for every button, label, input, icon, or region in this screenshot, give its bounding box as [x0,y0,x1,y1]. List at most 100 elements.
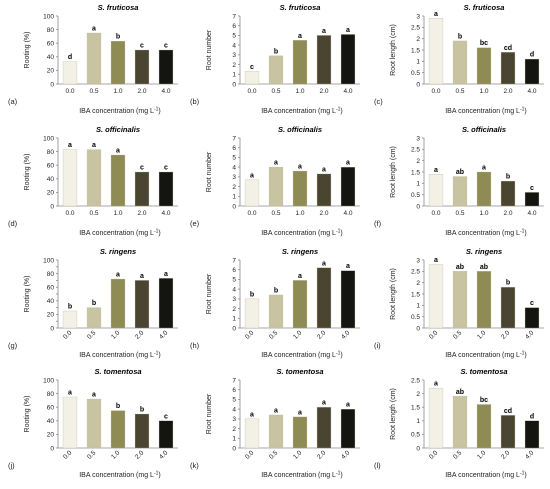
chart-panel-b: S. fruticosa 0 1 2 3 4 5 6 7 c 0.0 b 0.5 a 1.0 a 2.0 a 4.0… [190,3,360,115]
significance-letter: a [68,390,72,397]
bar [500,415,516,449]
x-tick-label: 1.0 [292,329,304,341]
bar [340,408,356,449]
significance-letter: a [298,164,302,171]
chart-title: S. tomentosa [460,367,507,376]
y-tick-label: 7 [232,377,236,384]
y-tick-label: 0 [50,325,54,332]
panel-label: (f) [374,219,382,228]
y-tick-label: 20 [47,432,55,439]
y-tick-label: 2.5 [411,147,420,154]
x-axis-label-end: ) [340,472,342,479]
significance-letter: b [250,291,254,298]
x-tick-label: 4.0 [524,449,536,461]
chart-title: S. fruticosa [464,3,505,12]
panel-label: (a) [8,97,18,106]
bar [316,35,332,85]
significance-letter: a [322,400,326,407]
significance-letter: c [250,64,254,71]
bar [524,58,540,85]
x-tick-label: 2.0 [319,88,328,95]
y-tick-label: 5 [232,155,236,162]
x-axis-label-superscript: -1 [520,229,525,235]
significance-letter: a [116,148,120,155]
y-tick-label: 4 [232,406,236,413]
x-axis-label-end: ) [524,230,526,237]
x-tick-label: 0.0 [247,210,256,217]
significance-letter: cd [504,45,512,52]
x-axis-label-superscript: -1 [520,351,525,357]
bar [244,298,260,329]
bar [316,267,332,329]
x-tick-label: 2.0 [316,449,328,461]
y-tick-label: 2 [232,426,236,433]
bar [524,420,540,449]
y-tick-label: 2 [416,36,420,43]
y-axis-label: Rooting (%) [24,32,31,69]
bar [86,398,102,449]
bar [110,41,126,85]
significance-letter: c [140,43,144,50]
significance-letter: b [116,34,120,41]
y-tick-label: 7 [232,257,236,264]
bar [476,171,492,207]
significance-letter: b [458,33,462,40]
x-tick-label: 2.0 [500,449,512,461]
bar [476,271,492,329]
significance-letter: b [506,280,510,287]
x-tick-label: 1.0 [476,449,488,461]
x-tick-label: 4.0 [340,329,352,341]
y-tick-label: 2.5 [411,269,420,276]
y-axis-label: Rooting (%) [24,154,31,191]
x-tick-label: 0.5 [86,449,98,461]
y-tick-label: 3 [232,416,236,423]
x-axis-label-text: IBA concentration (mg L [261,352,336,359]
bar [452,271,468,329]
x-tick-label: 0.0 [65,88,74,95]
x-tick-label: 0.5 [452,449,464,461]
y-tick-label: 6 [232,23,236,30]
x-tick-label: 4.0 [161,88,170,95]
y-axis-label: Root length (cm) [390,24,397,76]
x-tick-label: 1.0 [476,329,488,341]
bar [268,294,284,329]
significance-letter: d [530,413,534,420]
significance-letter: a [346,27,350,34]
bar [134,280,150,329]
significance-letter: ab [456,264,464,271]
bar [476,404,492,449]
significance-letter: a [92,26,96,33]
y-tick-label: 6 [232,387,236,394]
y-tick-label: 40 [47,418,55,425]
significance-letter: a [68,142,72,149]
bar [86,32,102,85]
chart-title: S. ringens [282,247,318,256]
y-axis-label: Root number [206,151,213,192]
y-tick-label: 60 [47,41,55,48]
chart-title: S. tomentosa [276,367,323,376]
y-tick-label: 3 [416,135,420,142]
y-axis-label: Root length (cm) [390,268,397,320]
y-tick-label: 3 [232,52,236,59]
bar [62,396,78,449]
chart-title: S. officinalis [462,125,506,134]
y-tick-label: 100 [43,135,54,142]
y-tick-label: 2 [232,62,236,69]
x-axis-label-end: ) [524,108,526,115]
x-tick-label: 1.0 [295,210,304,217]
x-tick-label: 0.0 [428,449,440,461]
significance-letter: a [346,160,350,167]
significance-letter: a [482,165,486,172]
x-tick-label: 4.0 [527,88,536,95]
bar [62,310,78,329]
bar [62,61,78,85]
x-axis-label-superscript: -1 [154,229,159,235]
bar [110,154,126,207]
x-axis-label: IBA concentration (mg L-1) [445,351,527,360]
significance-letter: c [164,43,168,50]
y-tick-label: 5 [232,33,236,40]
significance-letter: a [322,28,326,35]
significance-letter: a [298,33,302,40]
y-tick-label: 20 [47,190,55,197]
